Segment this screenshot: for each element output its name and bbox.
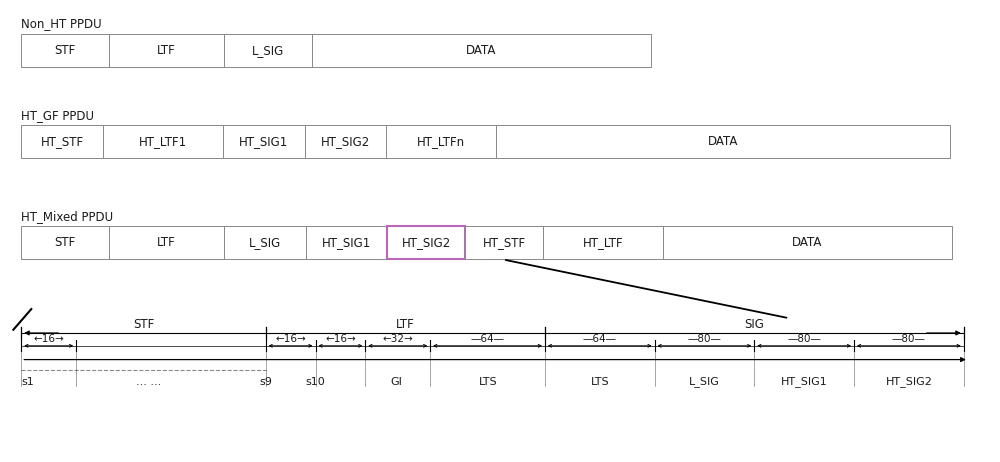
Text: HT_GF PPDU: HT_GF PPDU [21, 109, 94, 122]
Text: LTF: LTF [396, 318, 415, 331]
Text: LTF: LTF [157, 237, 176, 249]
Text: SIG: SIG [744, 318, 764, 331]
Bar [21, 34, 109, 67]
Text: L_SIG: L_SIG [689, 376, 720, 387]
Text: DATA: DATA [792, 237, 822, 249]
Text: LTF: LTF [157, 43, 176, 56]
Bar [223, 125, 305, 158]
Text: HT_STF: HT_STF [482, 237, 526, 249]
Bar [21, 125, 103, 158]
Text: s9: s9 [259, 377, 272, 387]
Bar [543, 226, 663, 260]
Text: STF: STF [55, 43, 76, 56]
Bar [312, 34, 651, 67]
Text: Non_HT PPDU: Non_HT PPDU [21, 17, 102, 30]
Text: ←32→: ←32→ [382, 334, 413, 344]
Text: HT_SIG2: HT_SIG2 [885, 376, 932, 387]
Text: ←16→: ←16→ [33, 334, 64, 344]
Text: —80—: —80— [787, 334, 821, 344]
Text: LTS: LTS [590, 377, 609, 387]
Bar [386, 125, 496, 158]
Bar [496, 125, 950, 158]
Text: HT_Mixed PPDU: HT_Mixed PPDU [21, 210, 113, 223]
Text: STF: STF [133, 318, 154, 331]
Text: HT_LTFn: HT_LTFn [417, 135, 465, 148]
Text: ←16→: ←16→ [275, 334, 306, 344]
Text: L_SIG: L_SIG [249, 237, 281, 249]
Text: s10: s10 [306, 377, 325, 387]
Text: HT_SIG2: HT_SIG2 [321, 135, 370, 148]
Bar [387, 226, 465, 260]
Bar [224, 34, 312, 67]
Text: —64—: —64— [471, 334, 505, 344]
Bar [306, 226, 387, 260]
Bar [224, 226, 306, 260]
Text: GI: GI [390, 377, 402, 387]
Text: HT_SIG2: HT_SIG2 [402, 237, 451, 249]
Bar [103, 125, 223, 158]
Text: DATA: DATA [708, 135, 738, 148]
Text: L_SIG: L_SIG [252, 43, 284, 56]
Text: s1: s1 [21, 377, 34, 387]
Text: HT_SIG1: HT_SIG1 [322, 237, 371, 249]
Text: HT_SIG1: HT_SIG1 [781, 376, 828, 387]
Bar [109, 226, 224, 260]
Text: HT_LTF: HT_LTF [582, 237, 623, 249]
Text: —80—: —80— [687, 334, 721, 344]
Text: HT_LTF1: HT_LTF1 [139, 135, 187, 148]
Text: LTS: LTS [479, 377, 497, 387]
Text: —80—: —80— [892, 334, 926, 344]
Bar [465, 226, 543, 260]
Text: ... ...: ... ... [136, 377, 162, 387]
Bar [663, 226, 952, 260]
Text: HT_SIG1: HT_SIG1 [239, 135, 288, 148]
Text: DATA: DATA [466, 43, 496, 56]
Bar [21, 226, 109, 260]
Text: STF: STF [55, 237, 76, 249]
Text: ←16→: ←16→ [325, 334, 356, 344]
Text: HT_STF: HT_STF [41, 135, 84, 148]
Bar [305, 125, 386, 158]
Bar [109, 34, 224, 67]
Text: —64—: —64— [583, 334, 617, 344]
